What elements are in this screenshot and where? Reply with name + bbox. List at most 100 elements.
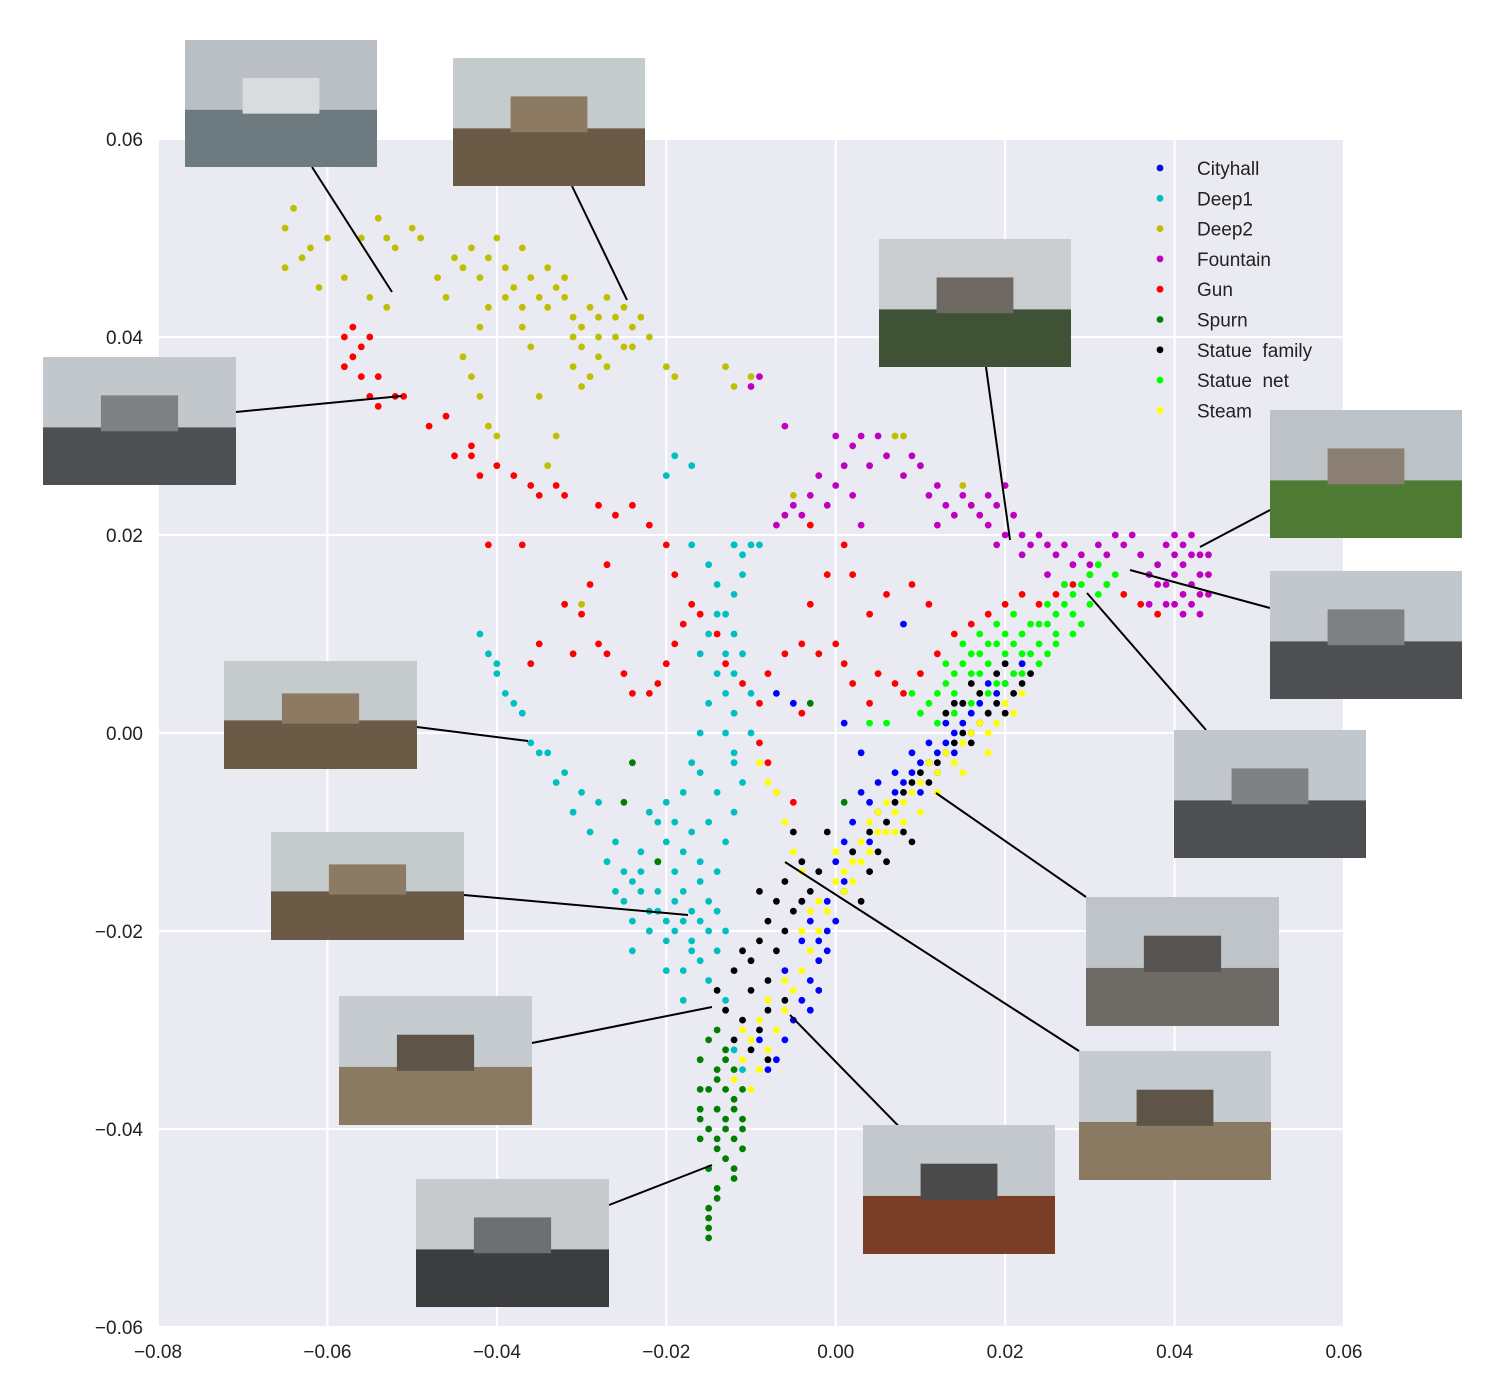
data-point xyxy=(798,927,806,935)
data-point xyxy=(620,670,628,677)
data-point xyxy=(823,907,831,915)
data-point xyxy=(908,789,916,796)
data-point xyxy=(654,858,662,866)
data-point xyxy=(374,214,382,222)
data-point xyxy=(1052,551,1060,559)
data-point xyxy=(383,303,391,311)
data-point xyxy=(883,798,890,806)
data-point xyxy=(696,769,704,776)
data-point xyxy=(518,303,526,311)
data-point xyxy=(908,581,916,588)
data-point xyxy=(806,977,814,984)
data-point xyxy=(781,650,789,658)
data-point xyxy=(967,670,975,677)
data-point xyxy=(857,838,865,846)
data-point xyxy=(374,373,382,380)
data-point xyxy=(688,907,696,915)
legend-marker xyxy=(1156,164,1164,172)
data-point xyxy=(806,907,814,915)
data-point xyxy=(722,729,729,737)
data-point xyxy=(586,828,594,836)
data-point xyxy=(620,798,628,806)
legend-marker xyxy=(1156,194,1164,202)
data-point xyxy=(484,422,492,430)
data-point xyxy=(815,650,823,658)
data-point xyxy=(705,561,713,569)
data-point xyxy=(722,610,729,618)
data-point xyxy=(798,640,806,648)
data-point xyxy=(730,709,738,717)
data-point xyxy=(1052,591,1060,598)
data-point xyxy=(569,808,577,816)
data-point xyxy=(544,749,552,757)
data-point xyxy=(764,1066,772,1073)
data-point xyxy=(764,779,772,786)
data-point xyxy=(900,798,907,806)
data-point xyxy=(1001,680,1009,687)
data-point xyxy=(662,363,670,371)
data-point xyxy=(730,1066,738,1073)
data-point xyxy=(713,907,721,915)
data-point xyxy=(662,541,670,549)
data-point xyxy=(857,521,865,529)
data-point xyxy=(1094,541,1102,549)
data-point xyxy=(950,759,958,767)
data-point xyxy=(535,294,543,301)
data-point xyxy=(866,868,873,875)
y-tick-label: 0.02 xyxy=(106,526,143,547)
data-point xyxy=(815,987,823,994)
data-point xyxy=(629,501,636,509)
data-point xyxy=(739,1125,746,1133)
data-point xyxy=(696,1115,704,1123)
data-point xyxy=(942,501,950,509)
data-point xyxy=(773,1026,780,1034)
data-point xyxy=(730,1046,738,1054)
data-point xyxy=(696,878,704,885)
data-point xyxy=(1111,531,1119,539)
data-point xyxy=(959,699,967,707)
data-point xyxy=(891,798,899,806)
photo-thumbnail xyxy=(339,996,532,1125)
data-point xyxy=(603,363,611,371)
data-point xyxy=(493,670,501,677)
data-point xyxy=(654,680,662,687)
data-point xyxy=(442,412,450,420)
data-point xyxy=(739,1066,746,1073)
x-tick-label: 0.06 xyxy=(1326,1342,1363,1363)
data-point xyxy=(340,274,348,281)
data-point xyxy=(950,699,958,707)
data-point xyxy=(993,541,1001,549)
data-point xyxy=(1018,630,1026,638)
data-point xyxy=(781,967,789,974)
data-point xyxy=(832,878,840,885)
data-point xyxy=(730,383,738,390)
data-point xyxy=(569,363,577,371)
data-point xyxy=(747,690,755,697)
data-point xyxy=(857,432,865,440)
data-point xyxy=(1027,620,1034,628)
data-point xyxy=(756,1066,763,1073)
data-point xyxy=(1077,620,1085,628)
data-point xyxy=(518,541,526,549)
data-point xyxy=(281,224,289,232)
data-point xyxy=(823,947,831,955)
data-point xyxy=(510,699,518,707)
data-point xyxy=(747,373,755,380)
data-point xyxy=(1128,531,1136,539)
data-point xyxy=(518,323,526,331)
data-point xyxy=(595,501,602,509)
data-point xyxy=(544,264,552,272)
legend-item: Gun xyxy=(1156,280,1233,301)
data-point xyxy=(1179,610,1187,618)
data-point xyxy=(578,610,585,618)
legend-item: Steam xyxy=(1156,401,1252,422)
data-point xyxy=(561,274,569,281)
data-point xyxy=(900,472,907,479)
data-point xyxy=(967,739,975,747)
data-point xyxy=(552,432,560,440)
data-point xyxy=(933,769,941,776)
data-point xyxy=(798,967,806,974)
data-point xyxy=(781,511,789,519)
data-point xyxy=(883,858,890,866)
data-point xyxy=(942,719,950,727)
